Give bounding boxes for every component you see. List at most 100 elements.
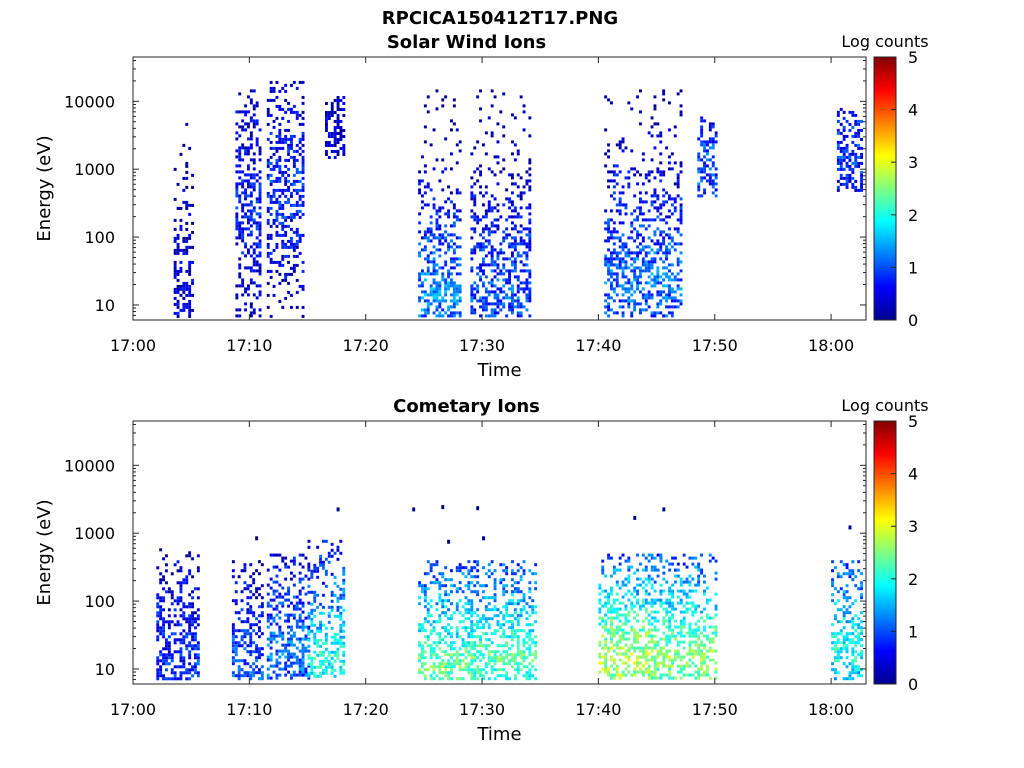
cell (292, 269, 296, 273)
cell (452, 284, 456, 288)
cell (705, 673, 709, 677)
cell (310, 671, 314, 675)
cell (612, 173, 616, 177)
cell (534, 620, 538, 624)
cell (278, 221, 282, 225)
cell (618, 212, 622, 216)
cell (670, 245, 674, 249)
cell (607, 592, 610, 596)
cell (662, 173, 666, 177)
cell (682, 592, 686, 596)
cell (848, 596, 852, 600)
cell (176, 299, 180, 303)
cell (191, 245, 194, 249)
cell (196, 641, 200, 645)
cell (455, 236, 459, 240)
cell (319, 638, 322, 642)
cell (435, 89, 439, 93)
cell (243, 620, 247, 624)
cell (307, 664, 311, 668)
cell (310, 656, 314, 660)
cell (423, 299, 427, 303)
cell (281, 667, 285, 671)
cell (307, 676, 311, 680)
cell (618, 676, 622, 680)
cell (607, 185, 610, 189)
cell (493, 662, 497, 666)
cell (714, 188, 718, 192)
cell (706, 158, 709, 162)
cell (665, 293, 668, 297)
cell (194, 638, 197, 642)
cell (650, 158, 654, 162)
cell (482, 596, 485, 600)
cell (679, 640, 683, 644)
cell (621, 140, 625, 144)
cell (851, 632, 855, 636)
cell (519, 608, 523, 612)
cell (671, 628, 674, 632)
cell (290, 272, 293, 276)
cell (682, 646, 686, 650)
cell (336, 641, 340, 645)
cell (482, 302, 485, 306)
cell (630, 311, 634, 315)
cell (836, 620, 840, 624)
cell (455, 608, 459, 612)
cell (275, 116, 279, 120)
cell (455, 218, 459, 222)
cell (624, 661, 628, 665)
cell (522, 638, 526, 642)
cell (479, 164, 482, 168)
cell (487, 602, 491, 606)
cell (647, 622, 651, 626)
cell (258, 263, 262, 267)
cell (607, 278, 610, 282)
cell (615, 607, 619, 611)
cell (831, 560, 834, 564)
cell (490, 251, 494, 255)
cell (476, 620, 480, 624)
cell (601, 634, 605, 638)
cell (339, 587, 343, 591)
cell (252, 260, 256, 264)
cell (252, 251, 256, 255)
cell (670, 239, 674, 243)
cell (668, 592, 672, 596)
cell (627, 266, 631, 270)
cell (528, 203, 532, 207)
cell (624, 577, 628, 581)
cell (167, 677, 171, 681)
cell (636, 254, 639, 258)
cell (697, 583, 701, 587)
cell (176, 569, 180, 573)
plot-frame (132, 56, 867, 321)
cell (665, 559, 669, 563)
cell (258, 224, 262, 228)
cell (607, 607, 610, 611)
cell (241, 128, 245, 132)
cell (618, 586, 622, 590)
cell (691, 589, 695, 593)
cell (435, 290, 439, 294)
cell (452, 104, 456, 108)
cell (513, 674, 517, 678)
cell (641, 248, 645, 252)
cell (519, 95, 523, 99)
cell (706, 149, 709, 153)
cell (470, 248, 474, 252)
cell (496, 668, 500, 672)
cell (319, 665, 322, 669)
cell (714, 559, 718, 563)
cell (336, 584, 340, 588)
cell (441, 242, 445, 246)
cell (188, 569, 192, 573)
cell (493, 650, 497, 654)
cell (703, 119, 706, 123)
cell (327, 611, 331, 615)
cell (447, 644, 450, 648)
cell (639, 242, 642, 246)
cell (470, 620, 474, 624)
cell (612, 185, 616, 189)
cell (691, 661, 695, 665)
